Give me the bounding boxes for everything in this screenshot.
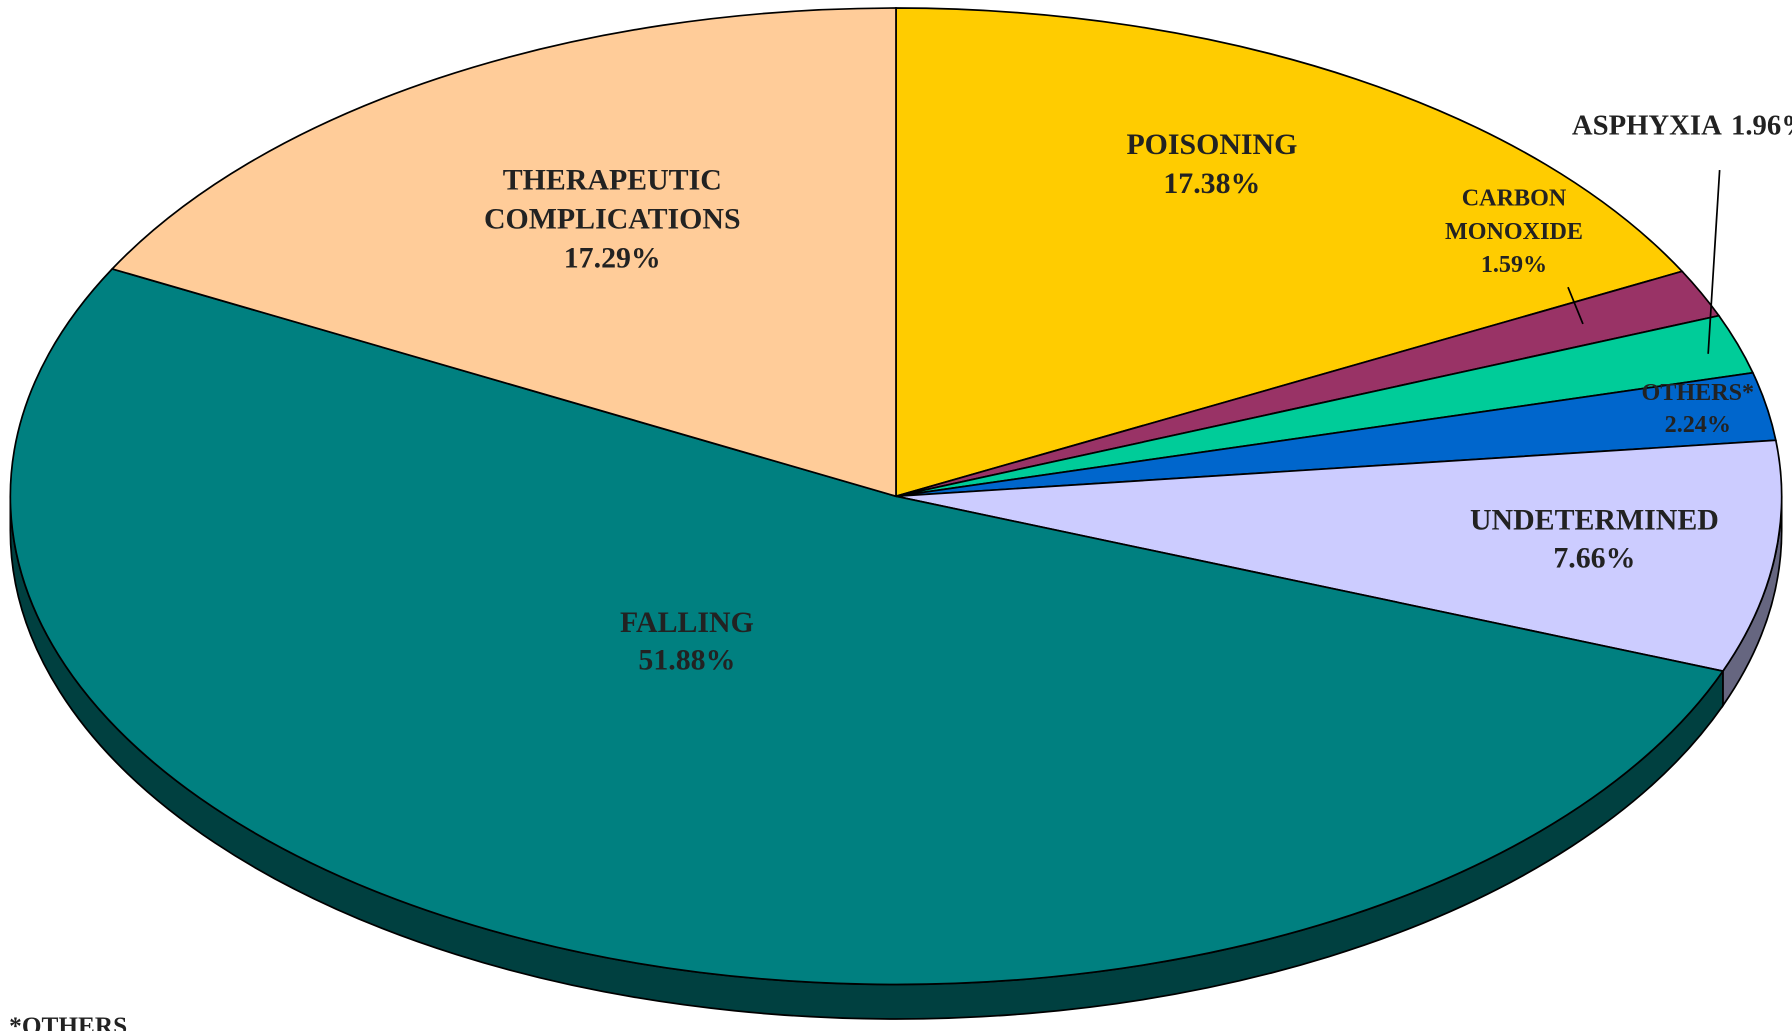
slice bbox=[895, 439, 1783, 673]
footnote: *OTHERS bbox=[9, 1012, 127, 1031]
value-label: 7.66% bbox=[1553, 541, 1635, 574]
value-label: 2.24% bbox=[1665, 412, 1731, 438]
value-label: 51.88% bbox=[638, 644, 735, 677]
leader-line bbox=[1707, 169, 1721, 354]
value-label: 17.38% bbox=[1163, 167, 1260, 200]
category-label: POISONING bbox=[1126, 128, 1297, 161]
category-label: ASPHYXIA bbox=[1572, 109, 1722, 141]
category-label: UNDETERMINED bbox=[1470, 504, 1719, 537]
leader-line bbox=[1567, 286, 1584, 325]
value-label: 17.29% bbox=[564, 242, 661, 275]
category-label: OTHERS* bbox=[1642, 380, 1755, 406]
category-label: THERAPEUTIC COMPLICATIONS bbox=[484, 164, 741, 236]
value-label: 1.96% bbox=[1731, 109, 1792, 141]
value-label: 1.59% bbox=[1481, 252, 1547, 278]
slice-label: ASPHYXIA 1.96% bbox=[1572, 109, 1792, 141]
category-label: FALLING bbox=[620, 606, 754, 639]
slice bbox=[110, 7, 897, 498]
category-label: CARBON MONOXIDE bbox=[1445, 186, 1583, 245]
slice bbox=[9, 267, 1725, 986]
slice bbox=[895, 7, 1684, 498]
